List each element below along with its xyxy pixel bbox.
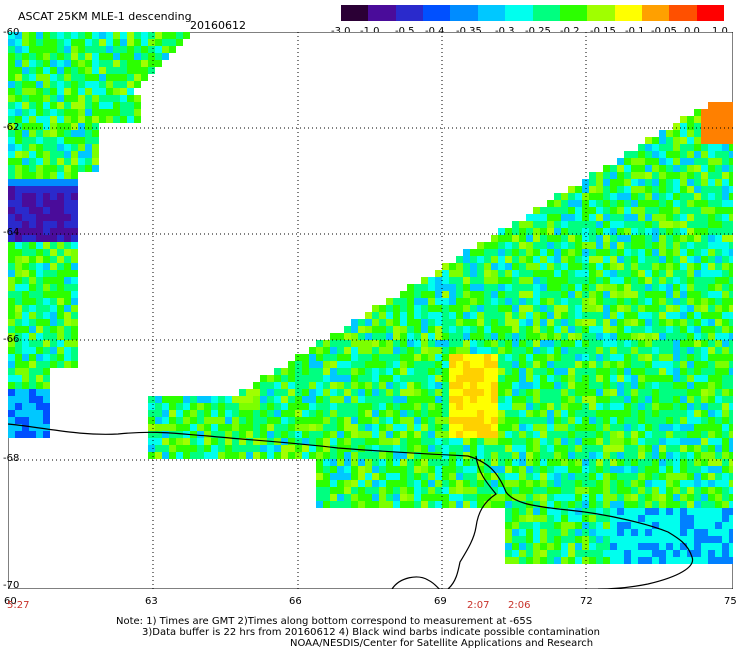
lat-label: -64	[3, 227, 20, 238]
colorbar-swatch	[505, 5, 533, 21]
colorbar-swatch	[696, 5, 725, 21]
note-line-2: 3)Data buffer is 22 hrs from 20160612 4)…	[142, 627, 600, 638]
pass-time: 5:27	[7, 600, 30, 611]
pass-time: 2:06	[508, 600, 531, 611]
note-line-1: Note: 1) Times are GMT 2)Times along bot…	[116, 616, 533, 627]
colorbar-swatch	[450, 5, 478, 21]
lon-label: 72	[580, 596, 593, 607]
island-outline	[391, 576, 441, 589]
colorbar-swatch	[477, 5, 506, 21]
lat-label: -62	[3, 122, 20, 133]
product-title: ASCAT 25KM MLE-1 descending	[18, 10, 192, 23]
colorbar-swatch	[368, 5, 396, 21]
pass-time: 2:07	[467, 600, 490, 611]
wind-swaths	[8, 32, 733, 564]
note-line-3: NOAA/NESDIS/Center for Satellite Applica…	[290, 638, 594, 649]
colorbar-swatch	[614, 5, 642, 21]
lon-label: 60	[4, 596, 17, 607]
colorbar-swatch	[559, 5, 588, 21]
coastline	[8, 423, 694, 589]
lat-label: -66	[3, 334, 20, 345]
lon-label: 63	[145, 596, 158, 607]
lat-label: -60	[3, 27, 20, 38]
map-plot	[8, 32, 733, 589]
colorbar-swatch	[587, 5, 615, 21]
lon-label: 66	[289, 596, 302, 607]
colorbar-swatch	[641, 5, 670, 21]
colorbar-swatch	[669, 5, 697, 21]
colorbar-swatch	[532, 5, 560, 21]
lon-label: 69	[434, 596, 447, 607]
lat-label: -70	[3, 580, 20, 591]
colorbar	[341, 5, 725, 21]
lon-label: 75	[724, 596, 737, 607]
graticule	[8, 32, 733, 589]
lat-label: -68	[3, 453, 20, 464]
colorbar-swatch	[423, 5, 451, 21]
colorbar-swatch	[395, 5, 424, 21]
colorbar-swatch	[341, 5, 369, 21]
coastline-south	[447, 455, 497, 589]
product-date: 20160612	[190, 19, 246, 32]
